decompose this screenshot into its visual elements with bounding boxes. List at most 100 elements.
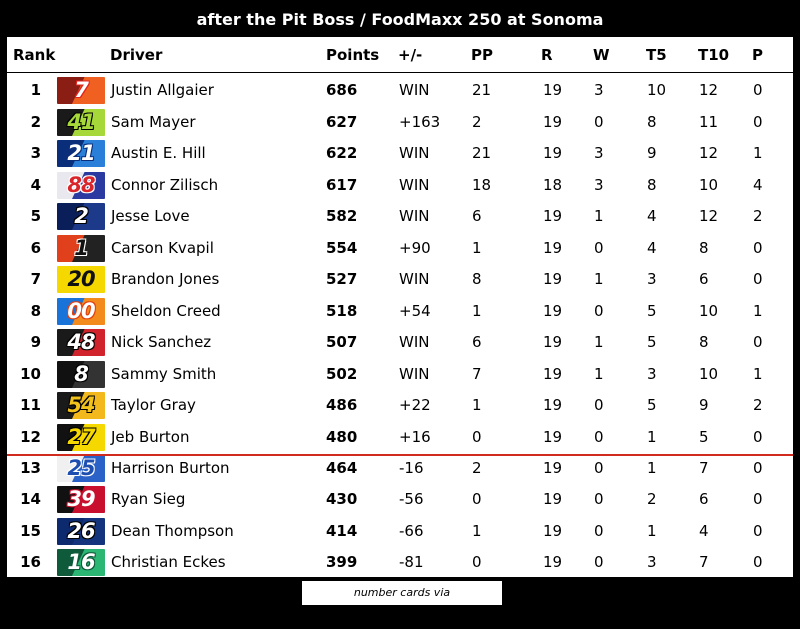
top10-value: 6: [699, 270, 709, 288]
points-value: 464: [326, 459, 358, 477]
top10-value: 12: [699, 207, 719, 225]
car-number: 88: [67, 172, 95, 197]
col-header-w: W: [593, 46, 610, 64]
rank-value: 5: [30, 207, 41, 225]
poles-value: 0: [753, 112, 763, 131]
credit-prefix: number cards via: [353, 586, 451, 599]
top10-value: 12: [699, 144, 719, 162]
credit-footer: number cards via diecastcharv.com: [302, 581, 502, 623]
rank-value: 11: [20, 396, 41, 414]
top5-value: 8: [647, 175, 657, 194]
car-number-card: 25: [57, 455, 105, 482]
races-value: 19: [543, 490, 563, 509]
car-number: 27: [67, 424, 95, 449]
playoff-points: 7: [472, 364, 482, 383]
poles-value: 2: [753, 207, 763, 225]
playoff-points: 1: [472, 238, 482, 257]
poles-value: 0: [753, 521, 763, 540]
wins-value: 1: [594, 333, 604, 351]
rank-value: 1: [30, 81, 41, 99]
poles-value: 0: [753, 270, 763, 288]
driver-name: Carson Kvapil: [111, 238, 214, 257]
playoff-points: 6: [472, 333, 482, 351]
top5-value: 8: [647, 112, 657, 131]
wins-value: 0: [594, 112, 604, 131]
top5-value: 3: [647, 552, 657, 571]
top5-value: 2: [647, 490, 657, 509]
car-number-card: 54: [57, 392, 105, 419]
poles-value: 1: [753, 364, 763, 383]
playoff-points: 0: [472, 427, 482, 446]
races-value: 19: [543, 552, 563, 571]
points-value: 414: [326, 521, 358, 540]
driver-name: Austin E. Hill: [111, 144, 206, 162]
car-number-card: 1: [57, 234, 105, 262]
col-header-rank: Rank: [13, 46, 56, 64]
rank-value: 4: [30, 175, 41, 194]
points-diff: WIN: [399, 207, 430, 225]
poles-value: 2: [753, 396, 763, 414]
races-value: 19: [543, 238, 563, 257]
races-value: 19: [543, 144, 563, 162]
races-value: 19: [543, 207, 563, 225]
races-value: 19: [543, 396, 563, 414]
points-diff: +54: [399, 301, 431, 320]
wins-value: 0: [594, 427, 604, 446]
car-number: 16: [67, 549, 95, 574]
points-diff: WIN: [399, 144, 430, 162]
points-value: 554: [326, 238, 358, 257]
top10-value: 7: [699, 552, 709, 571]
driver-name: Sheldon Creed: [111, 301, 221, 320]
points-diff: -16: [399, 459, 424, 477]
poles-value: 0: [753, 333, 763, 351]
races-value: 19: [543, 301, 563, 320]
top10-value: 4: [699, 521, 709, 540]
wins-value: 3: [594, 81, 604, 99]
car-number-card: 00: [57, 297, 105, 325]
car-number-card: 7: [57, 77, 105, 104]
races-value: 19: [543, 521, 563, 540]
points-value: 582: [326, 207, 358, 225]
col-header-p: P: [752, 46, 763, 64]
top5-value: 4: [647, 238, 657, 257]
table-row: 12 27 Jeb Burton 480 +16 0 19 0 1 5 0: [7, 422, 793, 453]
top5-value: 9: [647, 144, 657, 162]
table-row: 10 8 Sammy Smith 502 WIN 7 19 1 3 10 1: [7, 359, 793, 390]
points-value: 486: [326, 396, 358, 414]
playoff-points: 8: [472, 270, 482, 288]
top5-value: 1: [647, 521, 657, 540]
points-value: 617: [326, 175, 358, 194]
points-value: 399: [326, 552, 358, 571]
rank-value: 10: [20, 364, 41, 383]
driver-name: Ryan Sieg: [111, 490, 186, 509]
table-row: 9 48 Nick Sanchez 507 WIN 6 19 1 5 8 0: [7, 327, 793, 358]
top5-value: 10: [647, 81, 667, 99]
col-header-t5: T5: [646, 46, 667, 64]
top10-value: 8: [699, 333, 709, 351]
rank-value: 2: [30, 112, 41, 131]
points-diff: WIN: [399, 270, 430, 288]
car-number-card: 88: [57, 171, 105, 199]
poles-value: 4: [753, 175, 763, 194]
poles-value: 0: [753, 490, 763, 509]
standings-graphic: after the Pit Boss / FoodMaxx 250 at Son…: [3, 3, 797, 623]
points-value: 480: [326, 427, 358, 446]
points-diff: +163: [399, 112, 441, 131]
playoff-points: 1: [472, 521, 482, 540]
rank-value: 9: [30, 333, 41, 351]
playoff-points: 6: [472, 207, 482, 225]
points-diff: WIN: [399, 333, 430, 351]
points-value: 622: [326, 144, 358, 162]
table-row: 14 39 Ryan Sieg 430 -56 0 19 0 2 6 0: [7, 484, 793, 515]
rank-value: 15: [20, 521, 41, 540]
wins-value: 3: [594, 144, 604, 162]
car-number-card: 16: [57, 548, 105, 576]
points-diff: -56: [399, 490, 424, 509]
races-value: 19: [543, 333, 563, 351]
top10-value: 10: [699, 364, 719, 383]
col-header-points: Points: [326, 46, 380, 64]
top5-value: 4: [647, 207, 657, 225]
table-row: 16 16 Christian Eckes 399 -81 0 19 0 3 7 0: [7, 547, 793, 578]
table-row: 1 7 Justin Allgaier 686 WIN 21 19 3 10 12 0: [7, 75, 793, 106]
points-diff: WIN: [399, 364, 430, 383]
